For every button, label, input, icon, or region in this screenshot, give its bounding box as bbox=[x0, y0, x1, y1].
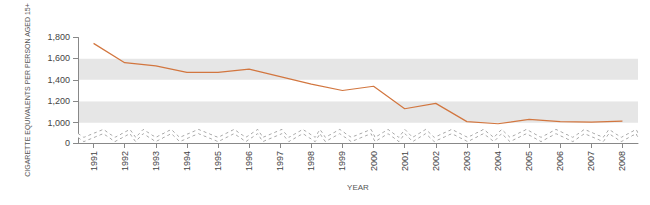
svg-text:1,800: 1,800 bbox=[47, 32, 70, 42]
svg-text:1994: 1994 bbox=[182, 151, 192, 171]
svg-text:1992: 1992 bbox=[120, 151, 130, 171]
svg-text:CIGARETTE EQUIVALENTS PER PERS: CIGARETTE EQUIVALENTS PER PERSON AGED 15… bbox=[24, 3, 32, 177]
svg-text:1,000: 1,000 bbox=[47, 118, 70, 128]
svg-text:2001: 2001 bbox=[400, 151, 410, 171]
svg-text:1,600: 1,600 bbox=[47, 53, 70, 63]
svg-text:1996: 1996 bbox=[244, 151, 254, 171]
svg-text:2008: 2008 bbox=[617, 151, 627, 171]
svg-text:2007: 2007 bbox=[586, 151, 596, 171]
svg-text:1,400: 1,400 bbox=[47, 75, 70, 85]
svg-text:2002: 2002 bbox=[431, 151, 441, 171]
svg-text:1991: 1991 bbox=[89, 151, 99, 171]
svg-text:0: 0 bbox=[65, 138, 70, 148]
svg-text:2004: 2004 bbox=[493, 151, 503, 171]
svg-text:2005: 2005 bbox=[524, 151, 534, 171]
svg-text:1998: 1998 bbox=[306, 151, 316, 171]
svg-text:2006: 2006 bbox=[555, 151, 565, 171]
svg-text:2000: 2000 bbox=[369, 151, 379, 171]
svg-text:1997: 1997 bbox=[275, 151, 285, 171]
svg-text:YEAR: YEAR bbox=[347, 183, 369, 192]
svg-text:2003: 2003 bbox=[462, 151, 472, 171]
svg-text:1999: 1999 bbox=[337, 151, 347, 171]
svg-text:1995: 1995 bbox=[213, 151, 223, 171]
svg-text:1,200: 1,200 bbox=[47, 96, 70, 106]
svg-text:1993: 1993 bbox=[151, 151, 161, 171]
